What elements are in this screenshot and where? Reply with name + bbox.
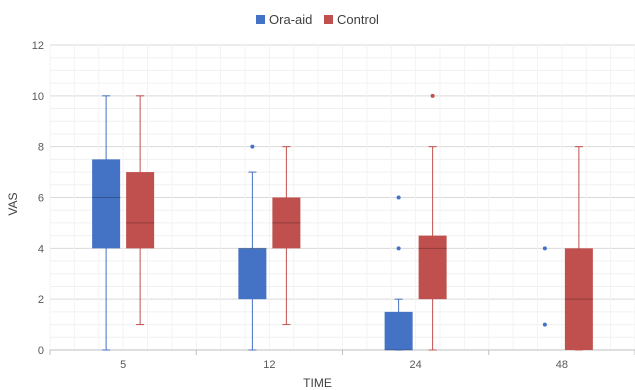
box-control-5 — [126, 95, 155, 326]
x-tick-labels: 5 12 24 48 — [120, 359, 568, 371]
legend-swatch-ora-aid — [256, 15, 266, 24]
y-tick-label: 8 — [38, 142, 44, 154]
y-tick-label: 2 — [38, 294, 44, 306]
box — [384, 311, 413, 350]
outlier-point — [396, 246, 401, 251]
outlier-point — [542, 322, 547, 327]
x-tick-label: 24 — [410, 359, 422, 371]
y-tick-label: 4 — [38, 243, 44, 255]
box-series — [92, 93, 593, 351]
box-control-12 — [272, 146, 301, 326]
legend: Ora-aid Control — [0, 12, 635, 27]
outlier-point — [430, 93, 435, 98]
x-axis-label: TIME — [303, 376, 332, 390]
legend-item-ora-aid: Ora-aid — [256, 12, 312, 27]
legend-swatch-control — [324, 15, 334, 24]
box — [272, 197, 301, 249]
box — [92, 159, 121, 249]
box — [126, 172, 155, 249]
box — [418, 235, 447, 300]
box — [238, 248, 267, 300]
legend-item-control: Control — [324, 12, 379, 27]
y-tick-labels: 0 2 4 6 8 10 12 — [32, 40, 44, 357]
y-tick-label: 12 — [32, 40, 44, 52]
x-tick-label: 5 — [120, 359, 126, 371]
legend-label-ora-aid: Ora-aid — [269, 12, 313, 27]
box-ora-aid-5 — [92, 95, 121, 351]
box-ora-aid-12 — [238, 144, 267, 351]
x-tick-label: 12 — [263, 359, 275, 371]
outlier-point — [250, 144, 255, 149]
y-tick-label: 0 — [38, 345, 44, 357]
outlier-point — [542, 246, 547, 251]
box-control-48 — [564, 146, 593, 351]
box-control-24 — [418, 93, 447, 351]
outlier-point — [396, 195, 401, 200]
y-axis-label: VAS — [6, 192, 20, 216]
box-ora-aid-24 — [384, 195, 413, 351]
y-tick-label: 6 — [38, 193, 44, 205]
y-tick-label: 10 — [32, 91, 44, 103]
x-tick-label: 48 — [556, 359, 568, 371]
box-ora-aid-48 — [542, 246, 547, 327]
legend-label-control: Control — [337, 12, 379, 27]
box — [564, 248, 593, 350]
